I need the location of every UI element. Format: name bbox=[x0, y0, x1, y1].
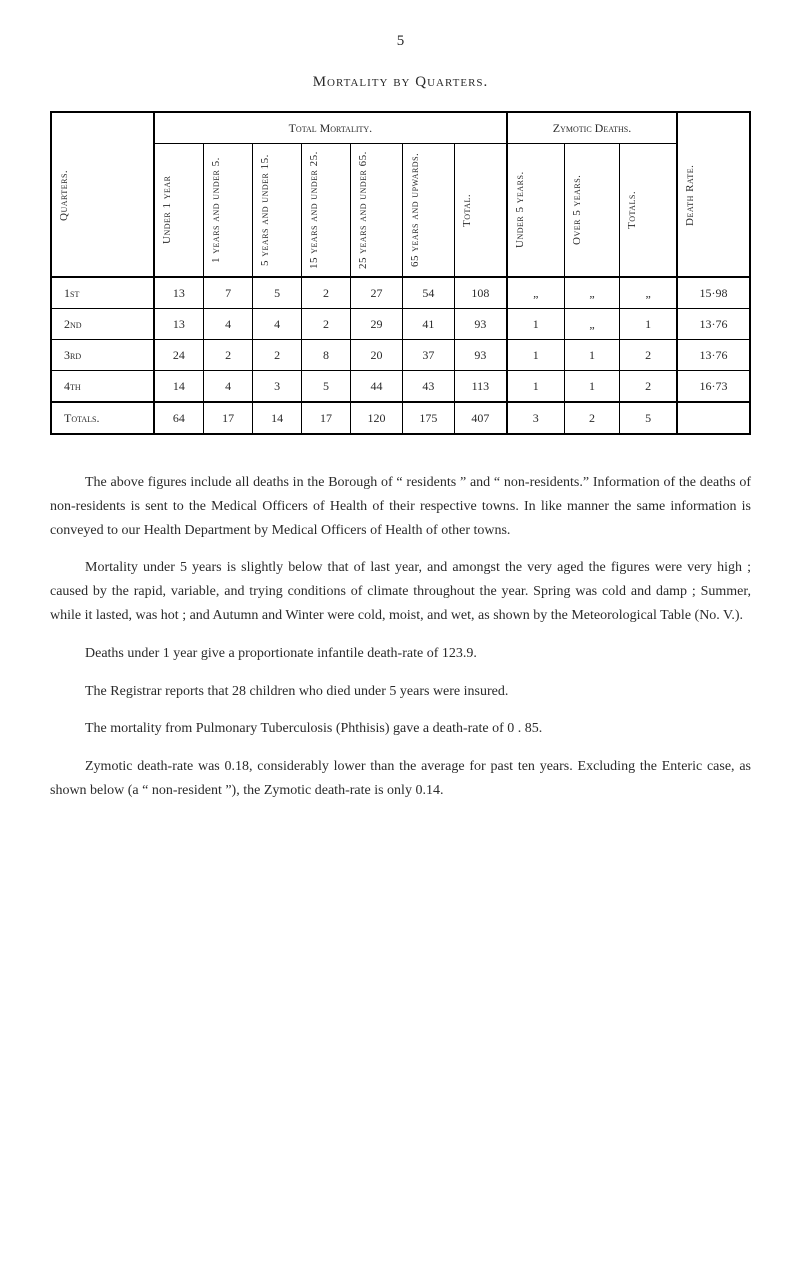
cell: 27 bbox=[351, 277, 403, 309]
row-label: 3rd bbox=[51, 340, 154, 371]
col-65-up: 65 years and upwards. bbox=[402, 144, 454, 278]
table-title: Mortality by Quarters. bbox=[50, 71, 751, 94]
cell: 8 bbox=[302, 340, 351, 371]
cell: 93 bbox=[454, 340, 507, 371]
cell: 93 bbox=[454, 309, 507, 340]
cell: „ bbox=[564, 277, 620, 309]
cell: 2 bbox=[302, 309, 351, 340]
cell: 1 bbox=[507, 371, 564, 403]
cell: 5 bbox=[253, 277, 302, 309]
cell: 54 bbox=[402, 277, 454, 309]
col-total: Total. bbox=[454, 144, 507, 278]
group-total-mortality: Total Mortality. bbox=[154, 112, 507, 144]
cell: 17 bbox=[204, 402, 253, 434]
col-25-65: 25 years and under 65. bbox=[351, 144, 403, 278]
cell: 41 bbox=[402, 309, 454, 340]
paragraph-6: Zymotic death-rate was 0.18, considerabl… bbox=[50, 755, 751, 803]
cell: 37 bbox=[402, 340, 454, 371]
cell: 1 bbox=[564, 340, 620, 371]
paragraph-1: The above figures include all deaths in … bbox=[50, 471, 751, 542]
cell: 5 bbox=[620, 402, 677, 434]
col-quarters: Quarters. bbox=[51, 112, 154, 277]
row-label: 4th bbox=[51, 371, 154, 403]
cell: 175 bbox=[402, 402, 454, 434]
paragraph-5: The mortality from Pulmonary Tuberculosi… bbox=[50, 717, 751, 741]
cell: „ bbox=[507, 277, 564, 309]
cell: „ bbox=[564, 309, 620, 340]
row-label: 1st bbox=[51, 277, 154, 309]
col-zym-tot: Totals. bbox=[620, 144, 677, 278]
cell: 2 bbox=[564, 402, 620, 434]
cell: 407 bbox=[454, 402, 507, 434]
cell: 1 bbox=[507, 340, 564, 371]
cell: 5 bbox=[302, 371, 351, 403]
cell: 7 bbox=[204, 277, 253, 309]
cell: 16·73 bbox=[677, 371, 750, 403]
cell: 120 bbox=[351, 402, 403, 434]
col-5-15: 5 years and under 15. bbox=[253, 144, 302, 278]
cell: 108 bbox=[454, 277, 507, 309]
row-label: 2nd bbox=[51, 309, 154, 340]
cell: 20 bbox=[351, 340, 403, 371]
paragraph-4: The Registrar reports that 28 children w… bbox=[50, 680, 751, 704]
col-under1: Under 1 year bbox=[154, 144, 204, 278]
col-1-5: 1 years and under 5. bbox=[204, 144, 253, 278]
cell: 113 bbox=[454, 371, 507, 403]
cell: 2 bbox=[302, 277, 351, 309]
totals-row: Totals. 64 17 14 17 120 175 407 3 2 5 bbox=[51, 402, 750, 434]
table-row: 3rd2422820379311213·76 bbox=[51, 340, 750, 371]
cell: 29 bbox=[351, 309, 403, 340]
cell: 13·76 bbox=[677, 340, 750, 371]
cell: 1 bbox=[620, 309, 677, 340]
cell: 13 bbox=[154, 277, 204, 309]
col-15-25: 15 years and under 25. bbox=[302, 144, 351, 278]
cell bbox=[677, 402, 750, 434]
cell: 1 bbox=[507, 309, 564, 340]
cell: „ bbox=[620, 277, 677, 309]
col-zym-o5: Over 5 years. bbox=[564, 144, 620, 278]
cell: 64 bbox=[154, 402, 204, 434]
group-zymotic-deaths: Zymotic Deaths. bbox=[507, 112, 677, 144]
mortality-table: Quarters. Total Mortality. Zymotic Death… bbox=[50, 111, 751, 435]
col-death-rate: Death Rate. bbox=[677, 112, 750, 277]
page-number: 5 bbox=[50, 30, 751, 53]
cell: 14 bbox=[253, 402, 302, 434]
cell: 13·76 bbox=[677, 309, 750, 340]
cell: 24 bbox=[154, 340, 204, 371]
cell: 2 bbox=[253, 340, 302, 371]
cell: 15·98 bbox=[677, 277, 750, 309]
cell: 3 bbox=[253, 371, 302, 403]
cell: 14 bbox=[154, 371, 204, 403]
cell: 2 bbox=[620, 371, 677, 403]
cell: 13 bbox=[154, 309, 204, 340]
cell: 44 bbox=[351, 371, 403, 403]
totals-label: Totals. bbox=[51, 402, 154, 434]
paragraph-3: Deaths under 1 year give a proportionate… bbox=[50, 642, 751, 666]
cell: 2 bbox=[620, 340, 677, 371]
cell: 2 bbox=[204, 340, 253, 371]
cell: 43 bbox=[402, 371, 454, 403]
cell: 3 bbox=[507, 402, 564, 434]
paragraph-2: Mortality under 5 years is slightly belo… bbox=[50, 556, 751, 627]
cell: 4 bbox=[204, 371, 253, 403]
table-row: 1st137522754108„„„15·98 bbox=[51, 277, 750, 309]
col-zym-u5: Under 5 years. bbox=[507, 144, 564, 278]
cell: 1 bbox=[564, 371, 620, 403]
cell: 4 bbox=[253, 309, 302, 340]
table-row: 2nd134422941931„113·76 bbox=[51, 309, 750, 340]
cell: 4 bbox=[204, 309, 253, 340]
table-row: 4th14435444311311216·73 bbox=[51, 371, 750, 403]
cell: 17 bbox=[302, 402, 351, 434]
